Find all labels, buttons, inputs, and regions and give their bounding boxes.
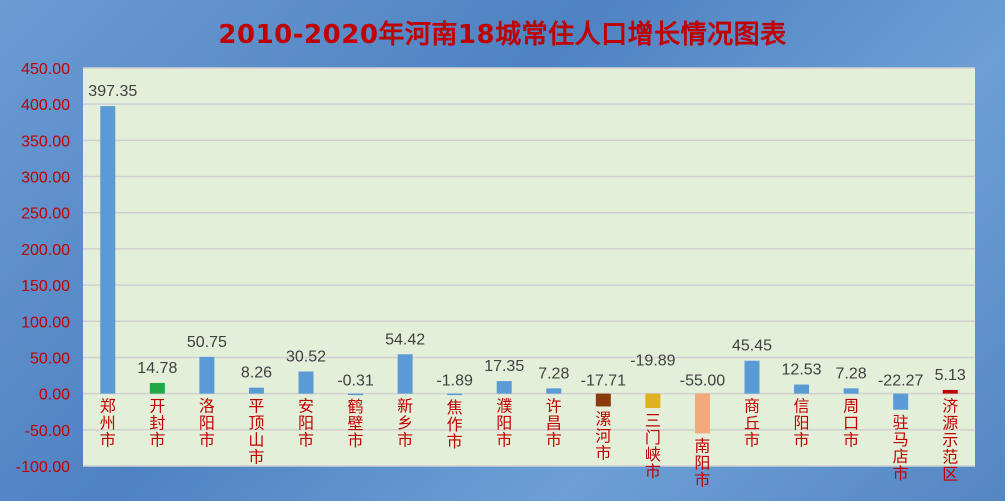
data-label: 7.28 [836, 365, 867, 382]
bar [248, 387, 264, 394]
x-tick-label: 驻马店市 [893, 413, 909, 483]
x-tick-label: 许昌市 [546, 397, 562, 450]
chart-title: 2010-2020年河南18城常住人口增长情况图表 [218, 20, 787, 50]
x-tick-label: 平顶山市 [248, 397, 264, 467]
y-tick-label: -50.00 [25, 423, 70, 440]
plot-area [83, 68, 975, 466]
bar [496, 381, 512, 394]
y-tick-label: 50.00 [30, 350, 70, 367]
data-label: 45.45 [732, 338, 772, 355]
data-label: 17.35 [484, 358, 524, 375]
x-tick-label: 开封市 [149, 397, 165, 450]
data-label: 8.26 [241, 365, 272, 382]
y-tick-label: 300.00 [21, 170, 70, 187]
y-tick-label: -100.00 [16, 459, 70, 476]
x-tick-label: 信阳市 [794, 397, 810, 450]
x-tick-label: 新乡市 [397, 397, 413, 450]
x-tick-label: 濮阳市 [496, 397, 512, 450]
bar [595, 393, 611, 407]
bar [694, 393, 710, 434]
x-tick-label: 鹤壁市 [348, 397, 364, 450]
bar [100, 106, 116, 394]
data-label: 54.42 [385, 331, 425, 348]
x-tick-label: 洛阳市 [199, 397, 215, 450]
x-tick-label: 济源示范区 [942, 397, 958, 484]
data-label: -1.89 [436, 373, 473, 390]
data-label: -55.00 [680, 373, 725, 390]
y-tick-label: 200.00 [21, 242, 70, 259]
data-label: 7.28 [538, 365, 569, 382]
data-label: 5.13 [935, 367, 966, 384]
data-label: -22.27 [878, 373, 923, 390]
y-tick-label: 0.00 [39, 387, 70, 404]
x-tick-label: 三门峡市 [645, 411, 661, 481]
y-tick-label: 450.00 [21, 61, 70, 78]
y-tick-label: 150.00 [21, 278, 70, 295]
bar [645, 393, 661, 409]
x-tick-label: 商丘市 [744, 397, 760, 450]
data-label: 30.52 [286, 349, 326, 366]
x-tick-label: 周口市 [843, 397, 859, 450]
x-tick-label: 焦作市 [447, 398, 463, 451]
bar [397, 354, 413, 394]
x-tick-label: 南阳市 [694, 436, 710, 489]
data-label: -17.71 [581, 373, 626, 390]
x-tick-label: 安阳市 [298, 397, 314, 450]
bar [447, 393, 463, 396]
bar [794, 384, 810, 394]
data-label: 14.78 [137, 360, 177, 377]
bar [348, 393, 364, 396]
data-label: 50.75 [187, 334, 227, 351]
y-tick-label: 400.00 [21, 97, 70, 114]
bar [744, 360, 760, 394]
bar [546, 388, 562, 394]
data-label: -19.89 [630, 353, 675, 370]
x-tick-label: 郑州市 [100, 397, 116, 450]
bar [149, 382, 165, 394]
data-label: -0.31 [337, 373, 374, 390]
bar [843, 388, 859, 394]
bar [199, 356, 215, 394]
bar [893, 393, 909, 410]
y-tick-label: 350.00 [21, 133, 70, 150]
bar [298, 371, 314, 394]
bar [942, 389, 958, 394]
data-label: 12.53 [782, 362, 822, 379]
y-tick-label: 250.00 [21, 206, 70, 223]
y-tick-label: 100.00 [21, 314, 70, 331]
data-label: 397.35 [88, 83, 137, 100]
x-tick-label: 漯河市 [595, 409, 611, 462]
